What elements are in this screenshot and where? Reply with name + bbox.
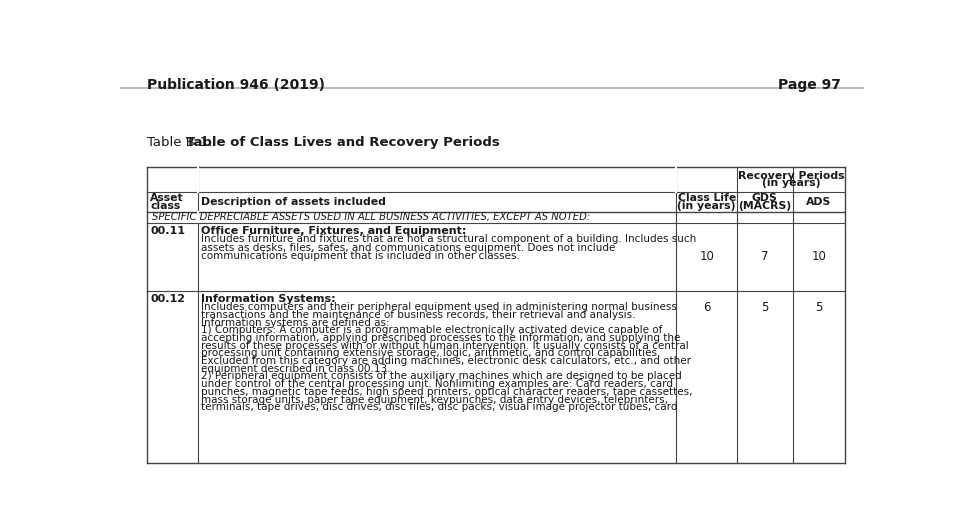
Text: under control of the central processing unit. Nonlimiting examples are: Card rea: under control of the central processing … (201, 379, 673, 389)
Text: Table of Class Lives and Recovery Periods: Table of Class Lives and Recovery Period… (186, 136, 499, 149)
Text: results of these processes with or without human intervention. It usually consis: results of these processes with or witho… (201, 341, 688, 351)
Text: Description of assets included: Description of assets included (201, 197, 386, 207)
Text: GDS: GDS (752, 193, 778, 203)
Text: 7: 7 (761, 250, 769, 263)
Text: accepting information, applying prescribed processes to the information, and sup: accepting information, applying prescrib… (201, 333, 680, 343)
Text: (in years): (in years) (761, 178, 820, 188)
Text: Asset: Asset (150, 193, 184, 203)
Text: Includes furniture and fixtures that are not a structural component of a buildin: Includes furniture and fixtures that are… (201, 234, 696, 244)
Text: Table B-1.: Table B-1. (147, 136, 221, 149)
Text: (MACRS): (MACRS) (738, 201, 791, 211)
Text: class: class (150, 201, 180, 211)
Text: 2) Peripheral equipment consists of the auxiliary machines which are designed to: 2) Peripheral equipment consists of the … (201, 371, 682, 381)
Text: 5: 5 (815, 301, 823, 314)
Text: 6: 6 (703, 301, 710, 314)
Text: Office Furniture, Fixtures, and Equipment:: Office Furniture, Fixtures, and Equipmen… (201, 226, 466, 236)
Text: Information Systems:: Information Systems: (201, 294, 335, 304)
Text: Excluded from this category are adding machines, electronic desk calculators, et: Excluded from this category are adding m… (201, 356, 690, 366)
Text: transactions and the maintenance of business records, their retrieval and analys: transactions and the maintenance of busi… (201, 310, 636, 320)
Text: 00.11: 00.11 (150, 226, 185, 236)
Text: punches, magnetic tape feeds, high speed printers, optical character readers, ta: punches, magnetic tape feeds, high speed… (201, 387, 692, 397)
Text: Class Life: Class Life (678, 193, 735, 203)
Text: communications equipment that is included in other classes.: communications equipment that is include… (201, 251, 519, 261)
Text: Includes computers and their peripheral equipment used in administering normal b: Includes computers and their peripheral … (201, 302, 677, 312)
Text: Information systems are defined as:: Information systems are defined as: (201, 317, 389, 327)
Text: Page 97: Page 97 (778, 78, 841, 92)
Text: ADS: ADS (806, 197, 831, 207)
Text: (in years): (in years) (678, 201, 736, 211)
Text: processing unit containing extensive storage, logic, arithmetic, and control cap: processing unit containing extensive sto… (201, 349, 660, 358)
Text: 10: 10 (811, 250, 827, 263)
Text: Recovery Periods: Recovery Periods (737, 171, 844, 181)
Text: Publication 946 (2019): Publication 946 (2019) (147, 78, 325, 92)
Text: 10: 10 (699, 250, 714, 263)
Text: SPECIFIC DEPRECIABLE ASSETS USED IN ALL BUSINESS ACTIVITIES, EXCEPT AS NOTED:: SPECIFIC DEPRECIABLE ASSETS USED IN ALL … (152, 213, 590, 223)
Text: 1) Computers: A computer is a programmable electronically activated device capab: 1) Computers: A computer is a programmab… (201, 325, 662, 335)
Text: terminals, tape drives, disc drives, disc files, disc packs, visual image projec: terminals, tape drives, disc drives, dis… (201, 402, 677, 412)
Text: equipment described in class 00.13.: equipment described in class 00.13. (201, 364, 390, 374)
Text: mass storage units, paper tape equipment, keypunches, data entry devices, telepr: mass storage units, paper tape equipment… (201, 395, 667, 405)
Text: assets as desks, files, safes, and communications equipment. Does not include: assets as desks, files, safes, and commu… (201, 242, 615, 252)
Text: 5: 5 (761, 301, 769, 314)
Text: 00.12: 00.12 (150, 294, 185, 304)
